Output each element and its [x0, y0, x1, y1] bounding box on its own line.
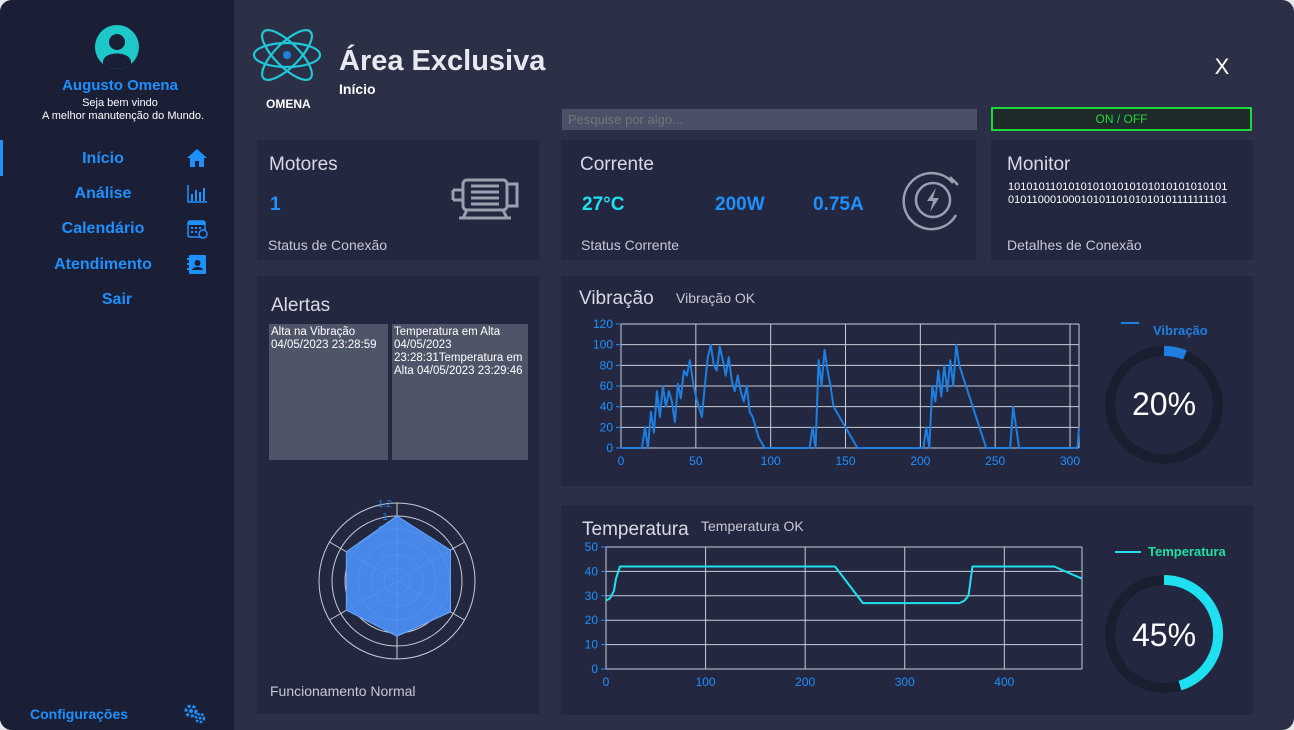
nav-item-calendario[interactable]: Calendário [0, 213, 234, 243]
nav-item-analise[interactable]: Análise [0, 178, 234, 208]
series-line [621, 343, 1080, 449]
close-button[interactable]: X [1214, 54, 1230, 79]
temperatura-line-chart: 0 100 200 300 400 0 10 20 30 40 50 [585, 541, 1083, 689]
y-tick-label: 80 [600, 358, 614, 372]
temperatura-gauge-value: 45% [1131, 617, 1197, 653]
motto-text: A melhor manutenção do Mundo. [41, 110, 205, 122]
y-tick-label: 30 [585, 589, 599, 603]
corrente-temp: 27°C [582, 194, 625, 215]
config-link[interactable]: Configurações [30, 706, 129, 722]
x-tick-label: 200 [910, 454, 930, 468]
motores-card: Motores 1 Status de Conexão [257, 140, 539, 260]
x-tick-label: 50 [689, 454, 703, 468]
temperatura-title: Temperatura [582, 519, 689, 540]
omena-logo-icon [250, 18, 324, 92]
x-tick-label: 100 [696, 675, 716, 689]
nav-label-inicio: Início [82, 150, 124, 167]
energy-plug-icon [898, 165, 968, 235]
y-tick-label: 100 [593, 338, 613, 352]
vibracao-legend-label: Vibração [1153, 323, 1208, 338]
vibracao-status: Vibração OK [676, 290, 756, 306]
radar-tick-label: 1.2 [378, 499, 392, 510]
calendar-icon [186, 217, 208, 239]
x-tick-label: 200 [795, 675, 815, 689]
radar-chart: 0.20.40.60.811.2 [318, 499, 476, 660]
y-tick-label: 120 [593, 317, 613, 331]
x-tick-label: 300 [1060, 454, 1080, 468]
vibracao-line-chart: 0 50 100 150 200 250 300 0 20 40 60 80 100 120 [593, 317, 1080, 468]
motores-title: Motores [269, 154, 338, 175]
page-subtitle: Início [339, 81, 376, 97]
page-title: Área Exclusiva [339, 45, 546, 77]
nav-label-sair: Sair [101, 291, 133, 308]
x-tick-label: 150 [835, 454, 855, 468]
user-avatar-icon[interactable] [95, 25, 139, 69]
x-tick-label: 0 [618, 454, 625, 468]
corrente-power: 200W [715, 194, 765, 215]
x-tick-label: 400 [994, 675, 1014, 689]
x-tick-label: 0 [603, 675, 610, 689]
y-tick-label: 0 [591, 662, 598, 676]
alert-item[interactable]: Temperatura em Alta 04/05/2023 23:28:31T… [392, 324, 528, 460]
y-tick-label: 40 [585, 564, 599, 578]
radar-tick-label: 1 [382, 512, 388, 523]
motor-icon [449, 170, 523, 226]
alert-item[interactable]: Alta na Vibração 04/05/2023 23:28:59 [269, 324, 388, 460]
monitor-footer: Detalhes de Conexão [1007, 237, 1142, 253]
temperatura-card: Temperatura Temperatura OK 0 100 200 300 400… [561, 505, 1253, 715]
monitor-title: Monitor [1007, 154, 1071, 175]
corrente-card: Corrente 27°C 200W 0.75A Status Corrente [561, 140, 976, 260]
series-line [605, 565, 1083, 605]
temperatura-status: Temperatura OK [701, 518, 804, 534]
welcome-text: Seja bem vindo [82, 97, 158, 109]
temperatura-legend-label: Temperatura [1148, 544, 1226, 559]
nav-item-inicio[interactable]: Início [0, 143, 234, 173]
home-icon [186, 147, 208, 169]
y-tick-label: 20 [585, 613, 599, 627]
x-tick-label: 300 [895, 675, 915, 689]
monitor-card: Monitor Detalhes de Conexão [991, 140, 1253, 260]
vibracao-title: Vibração [579, 288, 654, 309]
corrente-footer: Status Corrente [581, 237, 680, 253]
nav-item-sair[interactable]: Sair [0, 284, 234, 314]
vibracao-legend-swatch [1121, 322, 1139, 324]
nav-label-analise: Análise [74, 185, 132, 202]
bar-chart-icon [186, 182, 208, 204]
nav-label-calendario: Calendário [61, 220, 145, 237]
x-tick-label: 250 [985, 454, 1005, 468]
corrente-title: Corrente [580, 154, 654, 175]
radar-area [345, 515, 451, 637]
contact-book-icon [186, 253, 208, 275]
monitor-binary-stream: 1010101101010101010101010101010101010101… [1008, 181, 1228, 206]
vibracao-gauge [1105, 346, 1223, 464]
vibracao-card: Vibração Vibração OK 0 50 100 150 200 250 300 0… [561, 276, 1253, 486]
nav-item-atendimento[interactable]: Atendimento [0, 249, 234, 279]
nav-label-atendimento: Atendimento [54, 256, 152, 273]
alertas-footer: Funcionamento Normal [270, 683, 416, 699]
y-tick-label: 0 [606, 441, 613, 455]
y-tick-label: 40 [600, 400, 614, 414]
motores-value: 1 [270, 194, 281, 215]
alertas-card: Alertas Alta na Vibração 04/05/2023 23:2… [257, 276, 539, 714]
corrente-current: 0.75A [813, 194, 864, 215]
y-tick-label: 60 [600, 379, 614, 393]
logo-text: OMENA [266, 97, 311, 111]
nav-active-indicator [0, 140, 3, 176]
alertas-title: Alertas [271, 295, 331, 316]
temperatura-legend-swatch [1115, 551, 1141, 553]
vibracao-gauge-value: 20% [1131, 386, 1197, 422]
y-tick-label: 10 [585, 638, 599, 652]
search-input[interactable] [562, 109, 977, 130]
gears-icon[interactable] [183, 703, 207, 725]
sidebar: Augusto Omena Seja bem vindo A melhor ma… [0, 0, 234, 730]
y-tick-label: 50 [585, 541, 599, 554]
motores-footer: Status de Conexão [268, 237, 388, 253]
y-tick-label: 20 [600, 420, 614, 434]
x-tick-label: 100 [761, 454, 781, 468]
on-off-toggle-button[interactable]: ON / OFF [991, 107, 1252, 131]
user-name: Augusto Omena [62, 77, 178, 94]
temperatura-gauge [1105, 574, 1224, 693]
